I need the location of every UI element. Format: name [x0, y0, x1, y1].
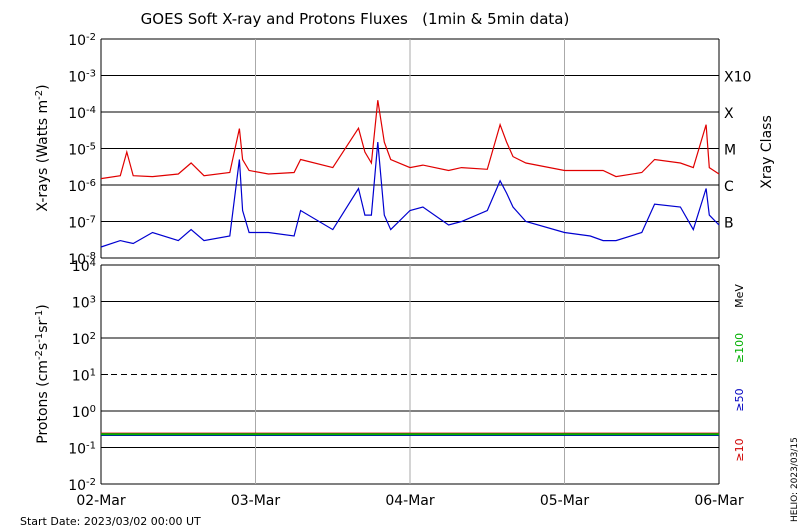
proton-y-tick-label: 100	[72, 404, 96, 422]
x-tick-label: 03-Mar	[231, 493, 281, 509]
xray-y-tick-label: 10-8	[68, 251, 96, 269]
xray-class-label: X	[724, 106, 734, 122]
xray-class-axis-label: Xray Class	[759, 115, 775, 189]
xray-class-label: C	[724, 179, 734, 195]
x-tick-label: 05-Mar	[540, 493, 590, 509]
proton-panel: 10-2 10-1 100 101 102 103 104 ≥10 ≥50 ≥100 Proto…	[34, 258, 747, 495]
xray-short-channel-line	[100, 142, 720, 248]
start-date-label: Start Date: 2023/03/02 00:00 UT	[20, 515, 201, 528]
xray-long-channel-line	[100, 100, 720, 180]
xray-class-labels: B C M X X10	[724, 70, 751, 232]
x-axis-tick-labels: 02-Mar 03-Mar 04-Mar 05-Mar 06-Mar	[76, 493, 744, 509]
proton-y-tick-label: 104	[72, 258, 96, 276]
xray-class-label: X10	[724, 70, 751, 86]
xray-series	[100, 100, 720, 248]
proton-legend-label: ≥10	[733, 438, 746, 461]
xray-class-label: B	[724, 216, 734, 232]
xray-y-tick-label: 10-4	[68, 105, 96, 123]
proton-y-tick-label: 10-1	[68, 440, 96, 458]
chart-title: GOES Soft X-ray and Protons Fluxes (1min…	[141, 10, 570, 28]
x-tick-label: 04-Mar	[385, 493, 435, 509]
proton-energy-unit: MeV	[733, 284, 746, 308]
xray-y-axis-label: X-rays (Watts m-2)	[34, 84, 52, 211]
proton-y-axis-label: Protons (cm-2s-1sr-1)	[34, 304, 52, 443]
xray-y-tick-label: 10-5	[68, 141, 96, 159]
proton-y-tick-label: 101	[72, 367, 96, 385]
proton-legend-label: ≥100	[733, 333, 746, 363]
proton-y-tick-label: 103	[72, 294, 96, 312]
xray-y-tick-label: 10-6	[68, 178, 96, 196]
xray-panel: 10-8 10-7 10-6 10-5 10-4 10-3 10-2 B C M X X10 X-r…	[34, 32, 776, 269]
proton-series	[101, 432, 719, 436]
xray-y-tick-label: 10-7	[68, 214, 96, 232]
proton-y-tick-label: 102	[72, 331, 96, 349]
proton-y-tick-label: 10-2	[68, 477, 96, 495]
proton-legend-label: ≥50	[733, 388, 746, 411]
proton-y-ticks: 10-2 10-1 100 101 102 103 104	[68, 258, 108, 495]
proton-grid	[101, 265, 719, 484]
xray-y-tick-label: 10-3	[68, 68, 96, 86]
credit-label: HELIO: 2023/03/15	[790, 437, 800, 522]
x-tick-label: 02-Mar	[76, 493, 126, 509]
proton-energy-legend: ≥10 ≥50 ≥100	[733, 333, 746, 462]
xray-y-tick-label: 10-2	[68, 32, 96, 50]
x-tick-label: 06-Mar	[694, 493, 744, 509]
xray-y-ticks: 10-8 10-7 10-6 10-5 10-4 10-3 10-2	[68, 32, 108, 269]
xray-grid	[101, 39, 719, 258]
xray-class-label: M	[724, 143, 736, 159]
